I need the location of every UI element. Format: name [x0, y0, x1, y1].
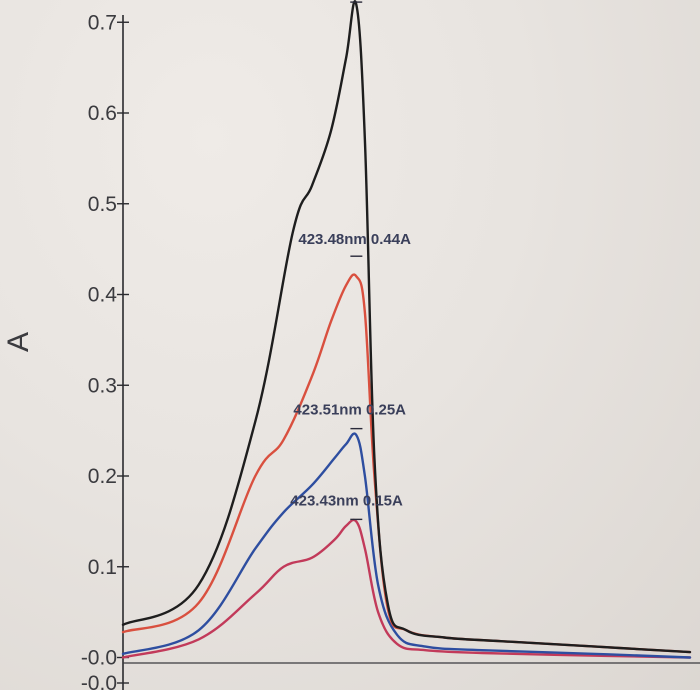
y-tick-label: 0.6 [88, 102, 117, 125]
y-tick-label: 0.1 [88, 556, 117, 579]
y-tick-label: -0.0 [81, 672, 117, 690]
peak-annotation: 423.48nm 0.44A [298, 231, 411, 248]
y-axis-label: A [2, 332, 35, 352]
series-line [121, 432, 692, 659]
peak-annotation: 423.43nm 0.15A [290, 492, 403, 509]
y-tick-label: 0.7 [88, 11, 117, 34]
y-tick-label: 0.2 [88, 465, 117, 488]
series-line [121, 518, 692, 659]
y-tick-label: 0.4 [88, 284, 118, 307]
peak-annotation: 423.51nm 0.25A [293, 402, 406, 419]
series-layer [121, 0, 692, 659]
series-line [121, 273, 692, 654]
y-tick-label: -0.0 [81, 647, 117, 670]
series-line [121, 0, 692, 654]
axes: 0.7 0.6 0.5 0.4 0.3 0.2 0.1 -0.0 -0.0 [81, 11, 700, 690]
y-tick-label: 0.5 [88, 193, 117, 216]
y-tick-label: 0.3 [88, 374, 117, 397]
